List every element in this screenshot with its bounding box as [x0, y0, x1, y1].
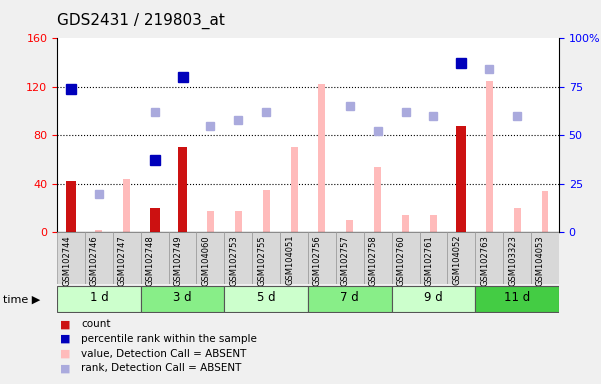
- Bar: [531, 232, 559, 284]
- Text: rank, Detection Call = ABSENT: rank, Detection Call = ABSENT: [81, 363, 242, 373]
- Text: 9 d: 9 d: [424, 291, 443, 305]
- Text: 5 d: 5 d: [257, 291, 275, 305]
- Bar: [207, 210, 214, 232]
- Bar: [374, 167, 381, 232]
- Bar: [263, 190, 270, 232]
- Bar: [280, 232, 308, 284]
- Text: GSM102755: GSM102755: [257, 235, 266, 286]
- Bar: [346, 220, 353, 232]
- Bar: [66, 181, 76, 232]
- Bar: [308, 286, 392, 311]
- Text: GSM102744: GSM102744: [62, 235, 71, 286]
- Bar: [85, 232, 113, 284]
- Bar: [252, 232, 280, 284]
- Bar: [308, 232, 336, 284]
- Text: GSM102747: GSM102747: [118, 235, 127, 286]
- Text: GDS2431 / 219803_at: GDS2431 / 219803_at: [57, 13, 225, 29]
- Bar: [123, 179, 130, 232]
- Text: GSM104052: GSM104052: [453, 235, 462, 285]
- Text: percentile rank within the sample: percentile rank within the sample: [81, 334, 257, 344]
- Bar: [419, 232, 447, 284]
- Bar: [430, 215, 437, 232]
- Text: GSM104053: GSM104053: [536, 235, 545, 286]
- Text: GSM102760: GSM102760: [397, 235, 406, 286]
- Bar: [447, 232, 475, 284]
- Text: ■: ■: [60, 349, 70, 359]
- Text: 1 d: 1 d: [90, 291, 108, 305]
- Bar: [475, 286, 559, 311]
- Text: 7 d: 7 d: [340, 291, 359, 305]
- Text: GSM102746: GSM102746: [90, 235, 99, 286]
- Bar: [319, 84, 325, 232]
- Bar: [392, 232, 419, 284]
- Bar: [457, 126, 466, 232]
- Bar: [402, 215, 409, 232]
- Text: ■: ■: [60, 319, 70, 329]
- Text: 11 d: 11 d: [504, 291, 530, 305]
- Bar: [150, 208, 159, 232]
- Bar: [235, 210, 242, 232]
- Text: GSM102756: GSM102756: [313, 235, 322, 286]
- Bar: [503, 232, 531, 284]
- Bar: [291, 147, 297, 232]
- Text: ■: ■: [60, 334, 70, 344]
- Text: GSM102749: GSM102749: [174, 235, 183, 286]
- Bar: [475, 232, 503, 284]
- Text: GSM102758: GSM102758: [368, 235, 377, 286]
- Bar: [514, 208, 520, 232]
- Bar: [57, 232, 85, 284]
- Text: GSM104060: GSM104060: [201, 235, 210, 286]
- Text: GSM102757: GSM102757: [341, 235, 350, 286]
- Text: ■: ■: [60, 363, 70, 373]
- Bar: [169, 232, 197, 284]
- Bar: [392, 286, 475, 311]
- Text: time ▶: time ▶: [3, 295, 40, 305]
- Bar: [224, 232, 252, 284]
- Text: GSM102748: GSM102748: [145, 235, 154, 286]
- Bar: [224, 286, 308, 311]
- Text: GSM102753: GSM102753: [230, 235, 239, 286]
- Text: GSM104051: GSM104051: [285, 235, 294, 285]
- Bar: [197, 232, 224, 284]
- Bar: [486, 81, 493, 232]
- Bar: [57, 286, 141, 311]
- Bar: [141, 232, 169, 284]
- Text: GSM102763: GSM102763: [480, 235, 489, 286]
- Bar: [542, 191, 549, 232]
- Text: GSM103323: GSM103323: [508, 235, 517, 286]
- Bar: [96, 230, 102, 232]
- Bar: [364, 232, 392, 284]
- Text: 3 d: 3 d: [173, 291, 192, 305]
- Bar: [336, 232, 364, 284]
- Text: count: count: [81, 319, 111, 329]
- Bar: [113, 232, 141, 284]
- Bar: [178, 147, 188, 232]
- Text: value, Detection Call = ABSENT: value, Detection Call = ABSENT: [81, 349, 246, 359]
- Bar: [141, 286, 224, 311]
- Text: GSM102761: GSM102761: [424, 235, 433, 286]
